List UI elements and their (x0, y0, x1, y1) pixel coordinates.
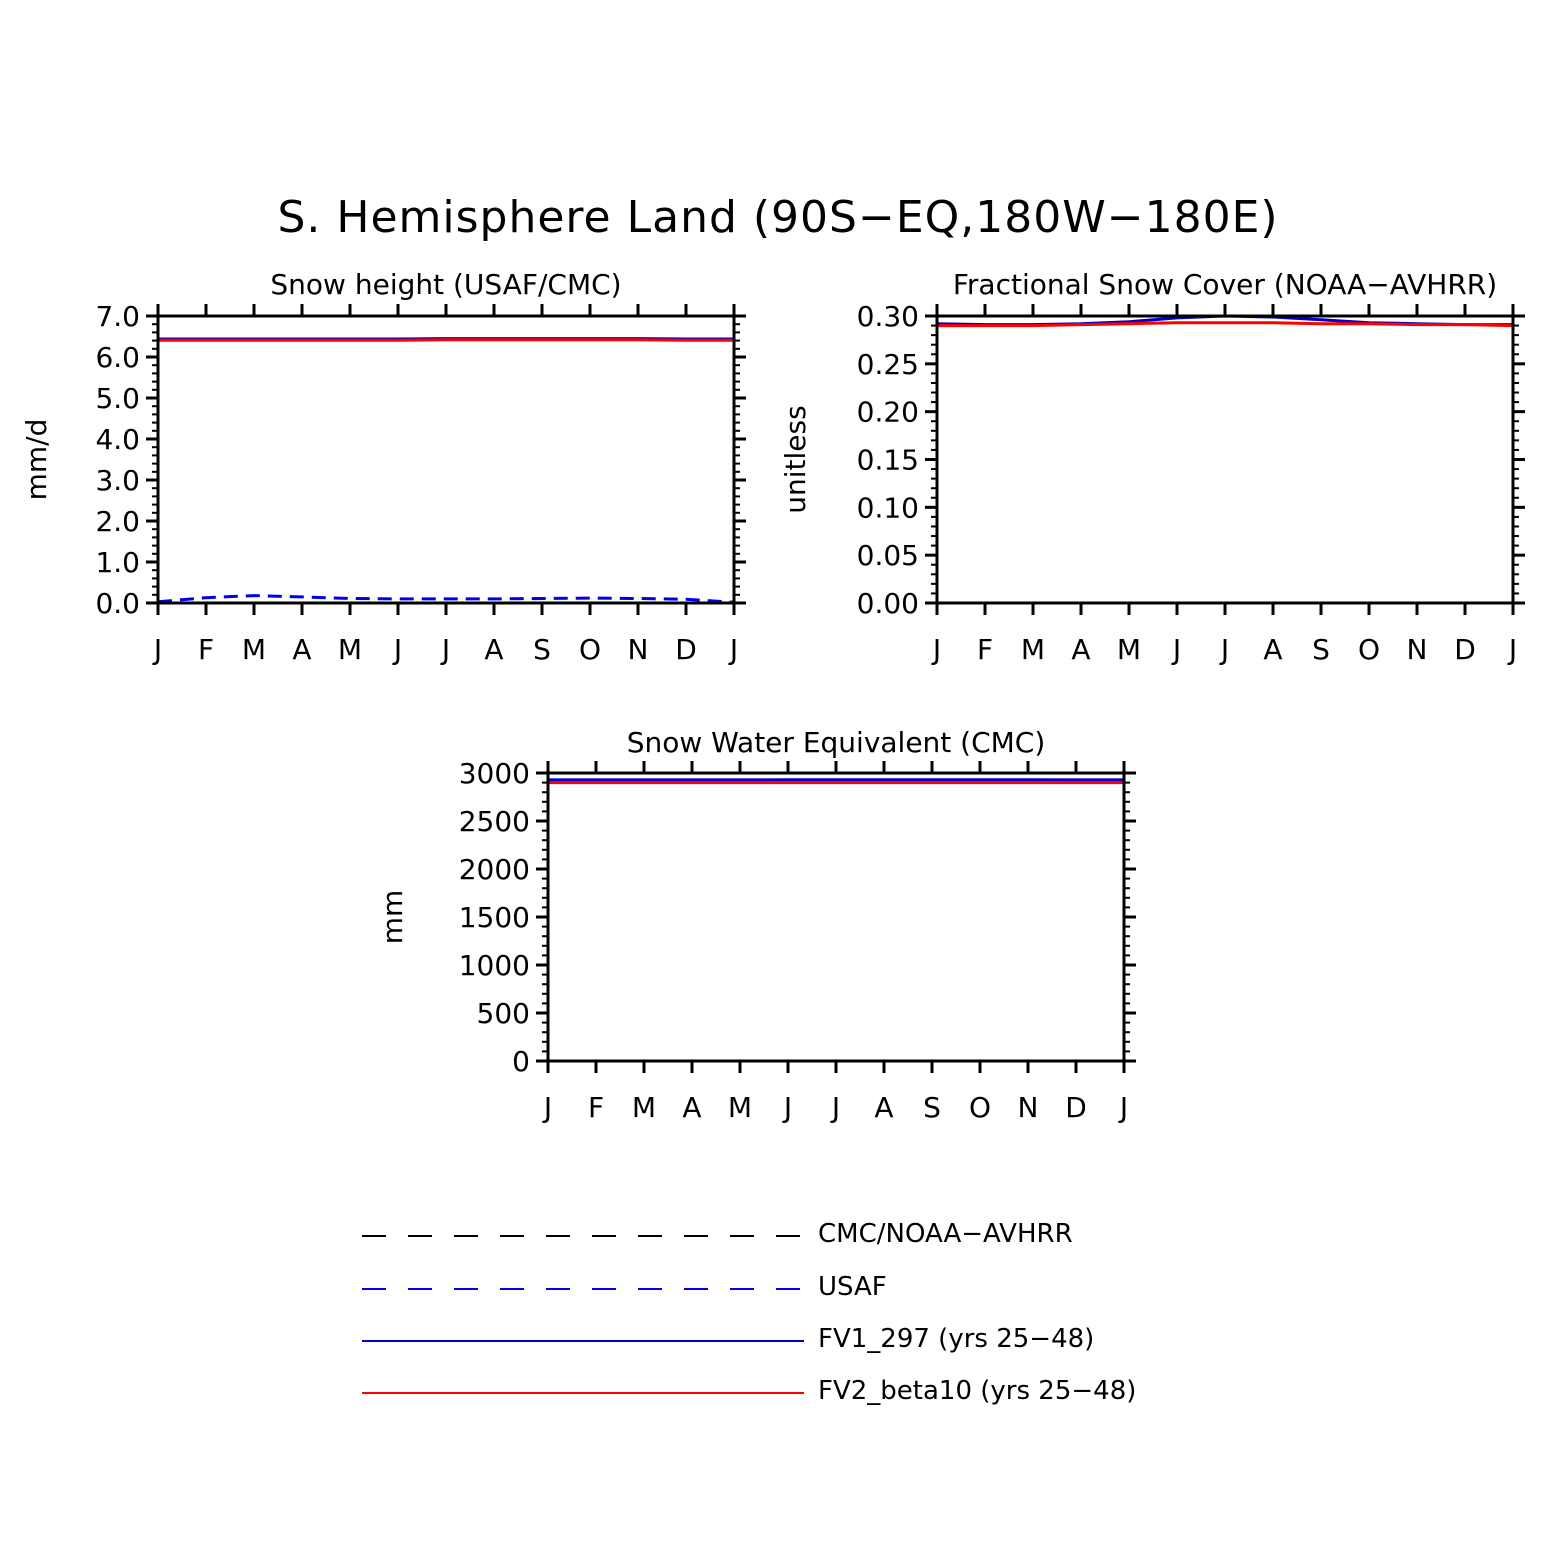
x-tick-label: M (632, 1091, 656, 1124)
panel-title: Fractional Snow Cover (NOAA−AVHRR) (953, 268, 1497, 301)
y-tick-label: 4.0 (95, 423, 140, 456)
x-tick-label: A (1263, 633, 1282, 666)
panel-fractional-snow-cover: Fractional Snow Cover (NOAA−AVHRR) unitle… (779, 268, 1525, 666)
plot-frame (935, 314, 1515, 605)
x-tick-label: M (728, 1091, 752, 1124)
panel-snow-height: Snow height (USAF/CMC) mm/d 0.0 1.0 2.0 3.0 4.… (20, 268, 746, 666)
x-tick-label: S (1312, 633, 1330, 666)
x-tick-label: S (533, 633, 551, 666)
x-tick-label: M (338, 633, 362, 666)
x-tick-label: A (292, 633, 311, 666)
x-tick-label: J (1219, 633, 1229, 666)
y-axis-label: mm (376, 890, 409, 945)
x-tick-label: D (1065, 1091, 1087, 1124)
x-tick-label: O (969, 1091, 991, 1124)
x-tick-label: N (1407, 633, 1428, 666)
y-tick-label: 0.05 (857, 539, 919, 572)
x-tick-label: J (830, 1091, 840, 1124)
x-tick-label: S (923, 1091, 941, 1124)
y-axis-label: mm/d (20, 419, 53, 501)
legend-label-fv1-297: FV1_297 (yrs 25−48) (818, 1324, 1095, 1354)
x-tick-label: J (542, 1091, 552, 1124)
x-tick-label: J (152, 633, 162, 666)
y-tick-label: 5.0 (95, 382, 140, 415)
y-tick-label: 0.0 (95, 587, 140, 620)
panel-snow-water-equivalent: Snow Water Equivalent (CMC) mm 0 500 1000 150… (376, 726, 1136, 1124)
x-tick-label: O (579, 633, 601, 666)
x-tick-label: A (484, 633, 503, 666)
x-tick-label: J (1171, 633, 1181, 666)
y-tick-label: 0 (512, 1045, 530, 1078)
x-tick-label: M (242, 633, 266, 666)
y-tick-label: 0.20 (857, 396, 919, 429)
y-tick-label: 2000 (459, 853, 530, 886)
y-tick-label: 0.10 (857, 491, 919, 524)
y-tick-label: 2500 (459, 805, 530, 838)
x-tick-label: D (675, 633, 697, 666)
x-tick-label: J (728, 633, 738, 666)
y-tick-label: 1500 (459, 901, 530, 934)
y-tick-label: 1000 (459, 949, 530, 982)
series-line-usaf (158, 594, 734, 604)
panel-title: Snow Water Equivalent (CMC) (627, 726, 1046, 759)
series-group (937, 314, 1513, 605)
y-tick-label: 500 (477, 997, 530, 1030)
x-tick-label: N (1018, 1091, 1039, 1124)
series-line-fv2-beta10-yrs-25-48 (937, 321, 1513, 328)
x-tick-label: A (1071, 633, 1090, 666)
legend-label-usaf: USAF (818, 1272, 887, 1302)
y-tick-label: 1.0 (95, 546, 140, 579)
x-tick-label: J (931, 633, 941, 666)
y-axis-label: unitless (779, 405, 812, 513)
y-tick-label: 3000 (459, 757, 530, 790)
x-tick-label: N (628, 633, 649, 666)
x-tick-label: J (1507, 633, 1517, 666)
y-tick-label: 0.30 (857, 300, 919, 333)
x-tick-label: A (682, 1091, 701, 1124)
panel-title: Snow height (USAF/CMC) (270, 268, 621, 301)
series-group (158, 337, 734, 605)
x-tick-label: A (874, 1091, 893, 1124)
x-tick-label: J (1118, 1091, 1128, 1124)
series-group (548, 778, 1124, 1063)
x-tick-label: F (588, 1091, 604, 1124)
x-tick-label: F (198, 633, 214, 666)
y-tick-label: 0.15 (857, 444, 919, 477)
y-tick-label: 0.00 (857, 587, 919, 620)
x-tick-label: J (440, 633, 450, 666)
y-tick-label: 7.0 (95, 300, 140, 333)
legend-label-fv2-beta10: FV2_beta10 (yrs 25−48) (818, 1376, 1137, 1406)
x-tick-label: M (1021, 633, 1045, 666)
x-tick-label: F (977, 633, 993, 666)
plot-frame (546, 771, 1126, 1063)
x-tick-label: O (1358, 633, 1380, 666)
y-tick-label: 2.0 (95, 505, 140, 538)
y-tick-label: 3.0 (95, 464, 140, 497)
x-tick-label: D (1454, 633, 1476, 666)
x-tick-label: J (782, 1091, 792, 1124)
figure-title: S. Hemisphere Land (90S−EQ,180W−180E) (277, 192, 1279, 243)
y-tick-label: 0.25 (857, 348, 919, 381)
plot-frame (156, 314, 736, 605)
legend-label-cmc-noaa-avhrr: CMC/NOAA−AVHRR (818, 1219, 1073, 1249)
y-tick-label: 6.0 (95, 341, 140, 374)
x-tick-label: M (1117, 633, 1141, 666)
x-tick-label: J (392, 633, 402, 666)
